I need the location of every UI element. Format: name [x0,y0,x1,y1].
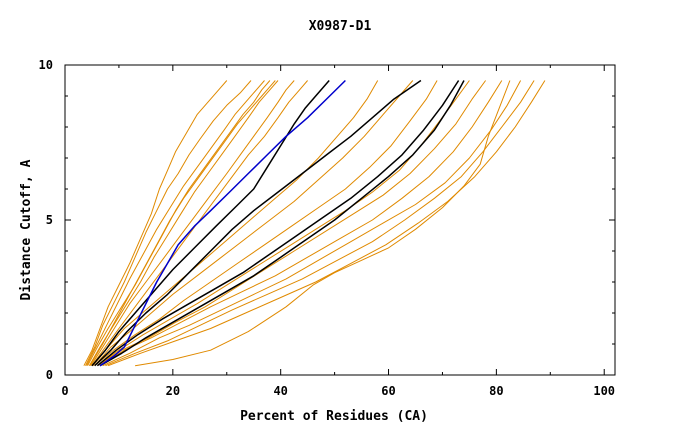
series-line-orange-7 [91,80,308,366]
x-tick-label: 40 [273,384,287,398]
series-line-black-21 [99,80,465,367]
series-layer [83,79,546,367]
y-tick-label: 5 [46,213,53,227]
series-line-black-19 [94,79,422,367]
series-line-orange-14 [102,80,522,367]
series-line-orange-12 [97,80,487,367]
series-line-black-20 [96,80,460,367]
series-line-blue-22 [99,79,346,367]
series-line-orange-5 [89,80,276,366]
x-tick-label: 0 [61,384,68,398]
series-line-orange-6 [90,80,295,366]
series-line-black-18 [91,80,330,367]
y-axis-label: Distance Cutoff, A [19,159,34,300]
series-line-orange-0 [83,80,228,366]
series-line-orange-17 [135,80,511,367]
x-tick-label: 20 [166,384,180,398]
series-line-orange-11 [97,80,470,367]
tick-layer: 0 20 40 60 80 100 0 5 10 [39,58,616,398]
series-line-orange-9 [94,80,414,367]
series-line-orange-8 [92,80,379,367]
series-line-orange-10 [94,80,438,367]
series-line-orange-16 [107,80,546,367]
series-line-orange-15 [105,80,535,367]
x-axis-label: Percent of Residues (CA) [240,409,428,424]
x-tick-label: 100 [593,384,615,398]
series-line-orange-13 [99,80,503,367]
chart-title: X0987-D1 [309,19,372,34]
series-line-orange-2 [86,80,265,366]
series-line-orange-1 [85,80,252,366]
x-tick-label: 80 [489,384,503,398]
series-line-orange-4 [88,80,279,366]
y-tick-label: 0 [46,368,53,382]
y-tick-label: 10 [39,58,53,72]
x-tick-label: 60 [381,384,395,398]
